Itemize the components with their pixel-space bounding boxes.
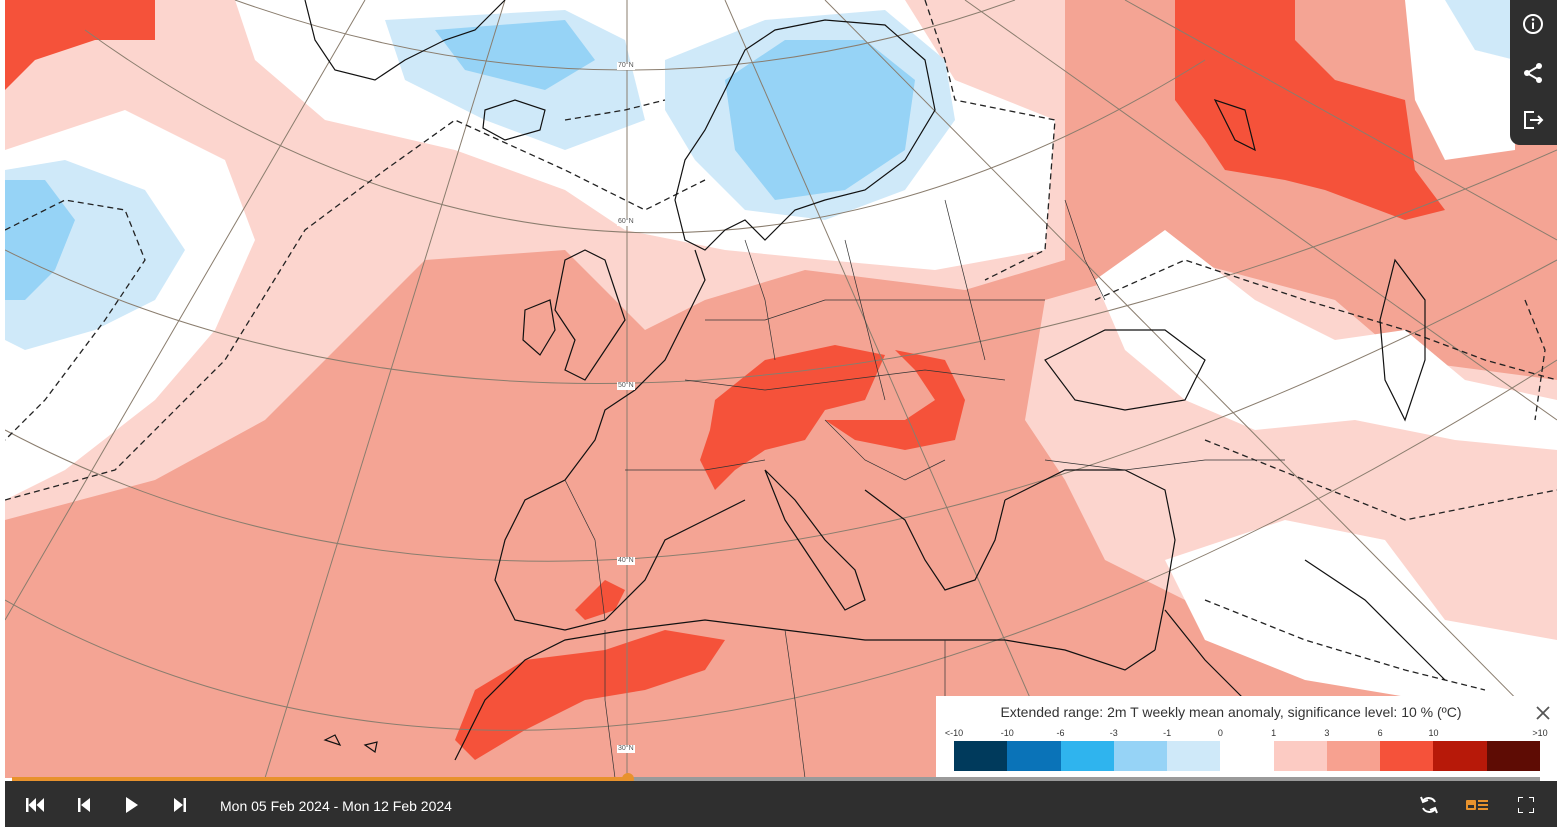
anomaly-field-warm-alps	[700, 345, 885, 490]
legend-tick-label: -3	[1109, 728, 1118, 738]
legend-tick-label: -1	[1163, 728, 1172, 738]
legend-swatch	[1326, 741, 1381, 771]
legend-tick-label: 0	[1217, 728, 1223, 738]
legend-swatch	[954, 741, 1008, 771]
legend-swatch	[1273, 741, 1328, 771]
legend-close-button[interactable]	[1534, 704, 1552, 722]
skip-to-start-icon	[26, 798, 44, 812]
legend-swatch	[1060, 741, 1115, 771]
fullscreen-icon	[1518, 797, 1534, 813]
play-icon	[126, 797, 138, 813]
parallel-label-30n: 30°N	[617, 745, 635, 753]
anomaly-field-warm-northwest	[5, 0, 155, 90]
parallel-label-50n: 50°N	[617, 382, 635, 390]
fullscreen-button[interactable]	[1514, 793, 1538, 817]
anomaly-field-cold-finland	[725, 40, 915, 200]
info-button[interactable]	[1518, 9, 1548, 39]
info-icon	[1523, 14, 1543, 34]
meridians	[5, 0, 1557, 778]
legend-icon	[1466, 800, 1488, 810]
legend-tick-label: 1	[1271, 728, 1277, 738]
legend-swatch	[1113, 741, 1168, 771]
date-range-label: Mon 05 Feb 2024 - Mon 12 Feb 2024	[220, 798, 452, 814]
loop-icon	[1420, 796, 1438, 814]
parallel-label-60n: 60°N	[617, 218, 635, 226]
anomaly-field-cold-northeast	[1445, 0, 1515, 60]
share-button[interactable]	[1518, 58, 1548, 88]
parallel-label-40n: 40°N	[617, 557, 635, 565]
legend-tick-label: -10	[1000, 728, 1014, 738]
anomaly-field-neutral-middle-east	[1165, 520, 1557, 700]
legend-panel: Extended range: 2m T weekly mean anomaly…	[936, 696, 1557, 778]
legend-toggle-button[interactable]	[1465, 793, 1489, 817]
player-controls: Mon 05 Feb 2024 - Mon 12 Feb 2024	[5, 781, 1557, 827]
close-icon	[1536, 706, 1550, 720]
anomaly-field-warm-carpathians	[825, 350, 965, 450]
share-icon	[1524, 63, 1542, 83]
export-icon	[1524, 111, 1544, 129]
legend-tick-label: <-10	[944, 728, 964, 738]
legend-tick-label: 10	[1428, 728, 1439, 738]
loop-button[interactable]	[1417, 793, 1441, 817]
legend-tick-label: >10	[1532, 728, 1548, 738]
legend-swatch	[1433, 741, 1488, 771]
anomaly-field-warm-iberia	[575, 580, 625, 620]
legend-swatch	[1007, 741, 1062, 771]
map-canvas	[5, 0, 1557, 778]
anomaly-field-cold-west-atlantic-core	[5, 180, 75, 300]
country-borders	[564, 199, 1285, 778]
legend-tick-label: -6	[1056, 728, 1065, 738]
legend-swatch	[1167, 741, 1221, 771]
legend-tick-label: 3	[1324, 728, 1330, 738]
legend-swatch	[1220, 741, 1275, 771]
legend-swatch	[1486, 741, 1541, 771]
step-back-button[interactable]	[72, 793, 96, 817]
step-forward-button[interactable]	[168, 793, 192, 817]
anomaly-field-neutral-black-sea	[1095, 230, 1557, 450]
export-button[interactable]	[1518, 105, 1548, 135]
step-back-icon	[78, 798, 90, 812]
anomaly-field-warm-russia	[1175, 0, 1445, 220]
side-toolbar	[1510, 0, 1557, 145]
timeline-progress-fill	[12, 777, 628, 781]
parallel-label-70n: 70°N	[617, 62, 635, 70]
step-forward-icon	[174, 798, 186, 812]
play-button[interactable]	[120, 793, 144, 817]
anomaly-field-cold-iceland-sea-core	[435, 20, 595, 90]
legend-title: Extended range: 2m T weekly mean anomaly…	[1000, 704, 1462, 720]
legend-swatch	[1380, 741, 1434, 771]
skip-to-start-button[interactable]	[24, 793, 48, 817]
legend-tick-label: 6	[1377, 728, 1383, 738]
anomaly-map[interactable]: 70°N 60°N 50°N 40°N 30°N	[5, 0, 1557, 778]
